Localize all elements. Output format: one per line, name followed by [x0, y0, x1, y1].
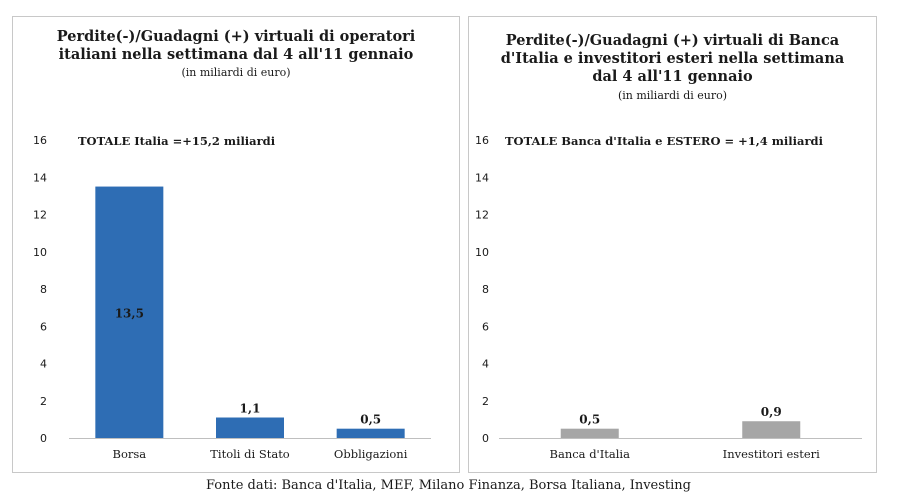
right-y-tick-label: 10 — [475, 246, 489, 259]
right-y-tick-label: 6 — [482, 320, 489, 333]
left-chart-title: Perdite(-)/Guadagni (+) virtuali di oper… — [13, 28, 459, 64]
left-y-tick-label: 0 — [40, 432, 47, 445]
right-bar-value-label: 0,9 — [761, 405, 782, 419]
left-total-annotation: TOTALE Italia =+15,2 miliardi — [78, 134, 276, 148]
left-y-tick-label: 10 — [33, 246, 47, 259]
right-chart-title: Perdite(-)/Guadagni (+) virtuali di Banc… — [469, 32, 876, 86]
right-y-tick-label: 16 — [475, 134, 489, 147]
right-y-tick-label: 4 — [482, 358, 489, 371]
left-y-tick-label: 16 — [33, 134, 47, 147]
right-bar — [742, 421, 801, 438]
left-y-tick-label: 4 — [40, 358, 47, 371]
right-chart-panel: Perdite(-)/Guadagni (+) virtuali di Banc… — [468, 16, 877, 473]
right-y-tick-label: 8 — [482, 283, 489, 296]
left-bar — [336, 428, 405, 438]
left-y-tick-label: 2 — [40, 395, 47, 408]
right-bar-value-label: 0,5 — [579, 413, 600, 427]
left-category-label: Borsa — [113, 447, 147, 461]
right-total-annotation: TOTALE Banca d'Italia e ESTERO = +1,4 mi… — [505, 134, 823, 148]
source-note: Fonte dati: Banca d'Italia, MEF, Milano … — [205, 478, 691, 493]
right-chart-subtitle: (in miliardi di euro) — [617, 89, 728, 102]
left-bar — [216, 417, 284, 438]
left-bar — [95, 186, 164, 438]
right-category-label: Investitori esteri — [723, 447, 820, 461]
right-y-tick-label: 0 — [482, 432, 489, 445]
left-y-tick-label: 6 — [40, 320, 47, 333]
left-title-line-2: italiani nella settimana dal 4 all'11 ge… — [58, 46, 414, 63]
left-title-line-1: Perdite(-)/Guadagni (+) virtuali di oper… — [56, 28, 416, 45]
right-bar — [560, 428, 619, 438]
right-y-tick-label: 12 — [475, 209, 489, 222]
left-bar-value-label: 0,5 — [360, 413, 381, 427]
left-bar-value-label: 1,1 — [240, 402, 261, 416]
right-title-line-2: d'Italia e investitori esteri nella sett… — [500, 50, 845, 67]
right-title-line-1: Perdite(-)/Guadagni (+) virtuali di Banc… — [505, 32, 840, 49]
left-bar-chart: 0 2 4 6 8 10 12 14 16 13,5 Borsa 1,1 Titoli di Stato… — [33, 134, 431, 461]
right-bar-chart: 0 2 4 6 8 10 12 14 16 0,5 Banca d'Italia 0,9 Investi… — [475, 134, 862, 461]
left-category-label: Titoli di Stato — [210, 447, 290, 461]
right-y-tick-label: 2 — [482, 395, 489, 408]
right-y-tick-label: 14 — [475, 171, 489, 184]
left-chart-panel: Perdite(-)/Guadagni (+) virtuali di oper… — [12, 16, 460, 473]
right-category-label: Banca d'Italia — [550, 447, 631, 461]
right-title-line-3: dal 4 all'11 gennaio — [592, 68, 753, 85]
left-y-tick-label: 8 — [40, 283, 47, 296]
left-bar-value-label: 13,5 — [115, 306, 144, 320]
left-y-tick-label: 14 — [33, 171, 47, 184]
left-chart-subtitle: (in miliardi di euro) — [181, 66, 291, 79]
left-y-tick-label: 12 — [33, 209, 47, 222]
left-category-label: Obbligazioni — [334, 447, 408, 461]
